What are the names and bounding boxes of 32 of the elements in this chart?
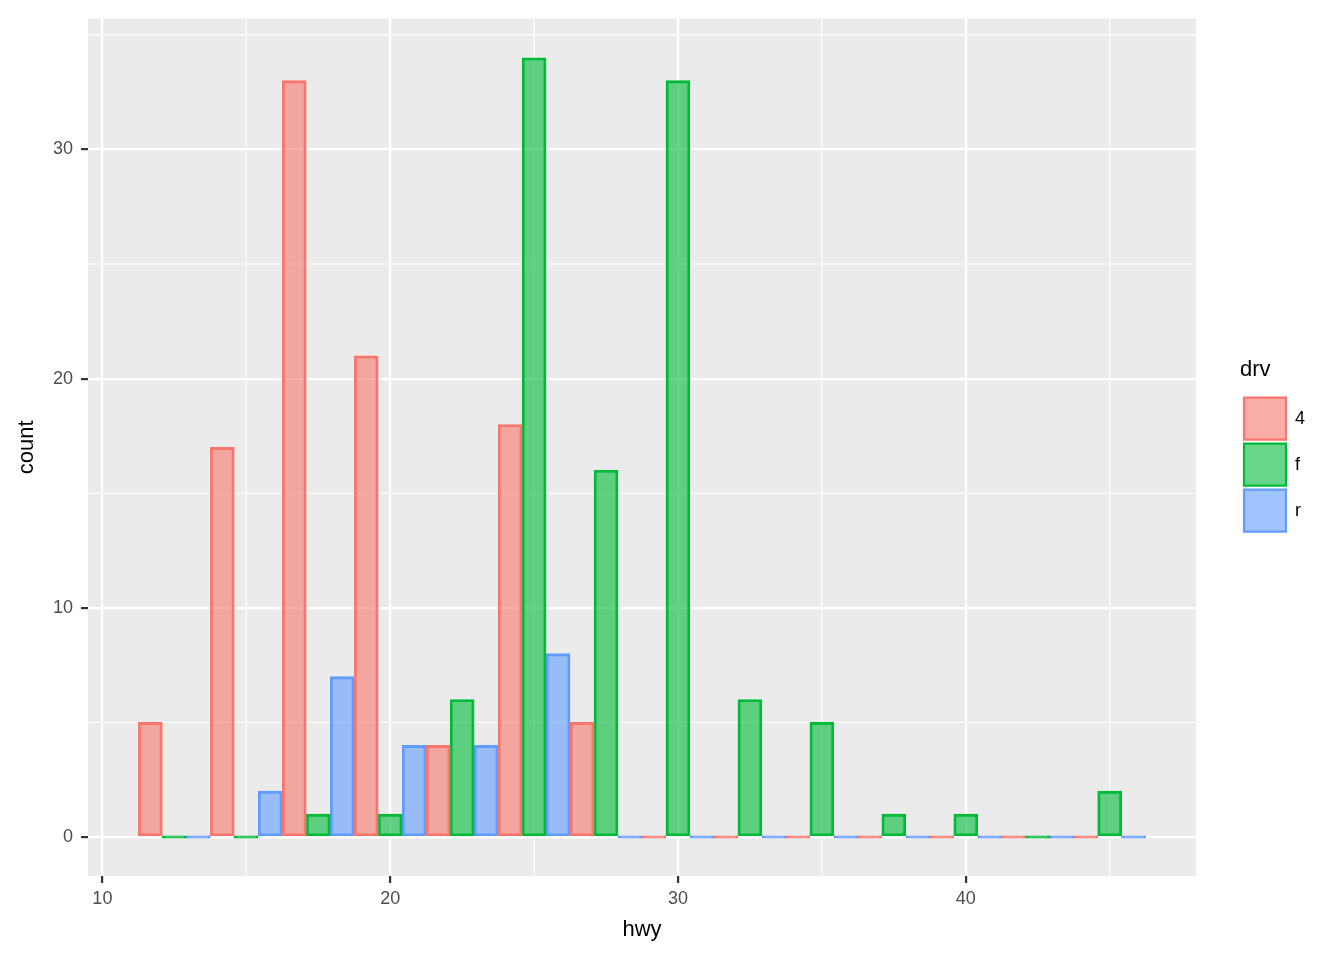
x-axis-title: hwy — [622, 915, 662, 941]
bar — [305, 813, 331, 837]
bar — [377, 813, 403, 837]
x-tick-label: 30 — [667, 887, 688, 908]
bar — [353, 355, 379, 837]
x-tick-label: 40 — [955, 887, 976, 908]
y-tick-label: 0 — [62, 826, 73, 847]
x-tick-label: 20 — [380, 887, 401, 908]
bar — [569, 722, 595, 837]
bar — [138, 722, 163, 837]
bar — [209, 447, 235, 837]
x-tick-label: 10 — [92, 887, 113, 908]
bar — [881, 813, 907, 837]
legend-label: 4 — [1295, 407, 1306, 428]
legend-label: f — [1295, 453, 1301, 474]
bar — [809, 722, 835, 837]
y-tick-label: 30 — [52, 138, 73, 159]
legend-title: drv — [1240, 356, 1271, 382]
bar — [593, 469, 619, 837]
bar — [497, 424, 523, 837]
bar — [953, 813, 979, 837]
y-tick-label: 20 — [52, 367, 73, 388]
y-axis-title: count — [13, 420, 39, 475]
bar — [257, 790, 283, 837]
bar — [1097, 790, 1122, 837]
y-tick-label: 10 — [52, 596, 73, 617]
bar — [545, 653, 571, 837]
bar — [665, 80, 691, 837]
bar — [521, 57, 547, 837]
bar — [737, 699, 763, 837]
legend-label: r — [1295, 499, 1301, 520]
bar — [281, 80, 307, 837]
